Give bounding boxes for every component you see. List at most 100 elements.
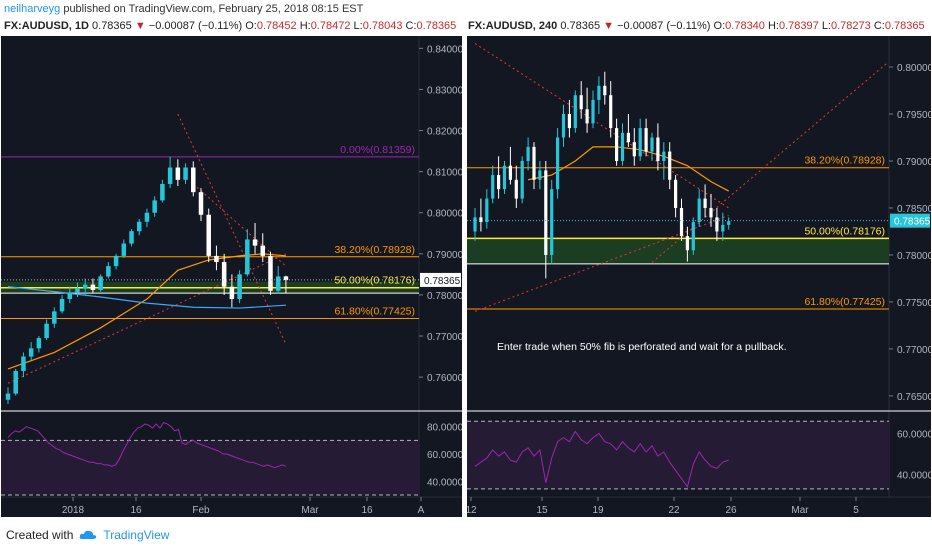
candle-body <box>727 221 731 225</box>
candle-body <box>106 266 111 277</box>
left-chart-panel[interactable]: 0.84000 0.83000 0.82000 0.81000 0.80000 0.790… <box>1 36 464 517</box>
y-tick-label: 0.83000 <box>427 85 462 96</box>
candle-body <box>144 212 150 222</box>
candle-body <box>252 239 258 246</box>
y-tick-label: 0.80000 <box>897 63 931 74</box>
candle-body <box>679 207 684 237</box>
y-tick-label: 0.82000 <box>427 127 462 138</box>
candle-body <box>585 109 589 124</box>
fib-label: 38.20%(0.78928) <box>334 244 415 256</box>
x-tick-label: Mar <box>791 505 809 516</box>
candle-body <box>550 189 554 255</box>
rsi-tick-label: 40.0000 <box>427 477 462 488</box>
candle-body <box>609 95 613 129</box>
last-price-label: 0.78365 <box>894 217 931 228</box>
rsi-tick-label: 40.0000 <box>897 471 931 482</box>
tradingview-link[interactable]: TradingView <box>103 528 170 542</box>
right-chart-panel[interactable]: 0.80000 0.79500 0.79000 0.78500 0.78000 0.775… <box>465 36 932 517</box>
y-tick-label: 0.76500 <box>897 392 931 403</box>
candle-body <box>59 299 65 312</box>
candle-body <box>198 192 204 215</box>
candle-body <box>221 262 227 287</box>
fib-label: 0.00%(0.81359) <box>340 144 415 156</box>
left-chart-svg[interactable]: 0.84000 0.83000 0.82000 0.81000 0.80000 0.790… <box>1 36 464 517</box>
y-tick-label: 0.81000 <box>427 168 462 179</box>
last-price-badge <box>890 213 930 228</box>
trend-line <box>177 113 287 345</box>
candle-body <box>597 85 601 100</box>
candle-body <box>638 128 642 157</box>
x-tick-label: 2018 <box>62 505 85 516</box>
candle-body <box>479 217 483 223</box>
right-low: 0.78273 <box>831 20 871 32</box>
author-link[interactable]: neilharveyg <box>4 3 61 15</box>
left-high: 0.78472 <box>310 20 351 32</box>
candle-body <box>709 207 713 218</box>
created-with-text: Created with <box>6 528 74 542</box>
right-high: 0.78397 <box>778 20 819 32</box>
candle-body <box>703 198 707 208</box>
right-low-label: L: <box>821 20 831 32</box>
candle-body <box>28 348 34 357</box>
candle-body <box>544 170 548 255</box>
right-chart-svg[interactable]: 0.80000 0.79500 0.79000 0.78500 0.78000 0.775… <box>465 36 932 517</box>
candle-body <box>561 113 566 138</box>
rsi-line <box>7 421 287 469</box>
rsi-band-fill <box>467 421 889 489</box>
candle-body <box>237 274 242 300</box>
fib-label: 50.00%(0.78176) <box>804 225 885 237</box>
y-tick-label: 0.79000 <box>897 157 931 168</box>
trend-line <box>474 43 729 209</box>
x-tick-label: 5 <box>853 505 859 516</box>
right-price: 0.78365 <box>560 20 601 32</box>
candle-body <box>685 236 689 251</box>
candle-body <box>167 167 173 184</box>
trend-line <box>192 183 287 267</box>
left-close: 0.78365 <box>416 20 457 32</box>
candle-body <box>268 255 273 291</box>
candle-body <box>626 132 630 143</box>
candle-body <box>121 243 127 256</box>
left-close-label: C: <box>405 20 417 32</box>
candle-body <box>5 393 11 400</box>
rsi-tick-label: 80.0000 <box>427 423 462 434</box>
rsi-tick-label: 60.0000 <box>897 430 931 441</box>
fib-zone <box>467 238 889 264</box>
candle-body <box>514 179 518 199</box>
candle-body <box>191 167 196 193</box>
x-tick-label: 26 <box>725 505 737 516</box>
left-change: −0.00087 (−0.11%) <box>148 20 243 32</box>
fib-label: 61.80%(0.77425) <box>804 296 885 308</box>
candle-body <box>152 200 157 213</box>
candle-body <box>136 221 142 232</box>
candle-body <box>615 128 619 161</box>
y-tick-label: 0.78500 <box>897 204 931 215</box>
last-price-label: 0.78365 <box>424 276 461 287</box>
candle-body <box>532 146 536 180</box>
candle-body <box>668 151 672 180</box>
last-price-badge <box>420 272 461 287</box>
candle-body <box>175 167 181 180</box>
candle-body <box>526 146 530 161</box>
x-tick-label: 15 <box>536 505 548 516</box>
publish-text: published on TradingView.com, February 2… <box>60 3 364 15</box>
left-symbol: FX:AUDUSD, 1D <box>4 20 89 32</box>
candle-body <box>573 95 577 129</box>
candle-body <box>656 137 660 161</box>
candle-body <box>183 167 188 180</box>
left-open-label: O: <box>245 20 257 32</box>
fib-label: 38.20%(0.78928) <box>804 155 885 167</box>
candle-body <box>229 286 235 300</box>
candle-body <box>90 284 96 290</box>
left-chart-header: FX:AUDUSD, 1D 0.78365 ▼ −0.00087 (−0.11%… <box>4 20 456 32</box>
trend-line <box>651 61 889 263</box>
candle-body <box>620 132 625 161</box>
candle-body <box>632 142 636 157</box>
y-tick-label: 0.78000 <box>897 251 931 262</box>
candle-body <box>491 175 495 199</box>
candle-body <box>275 276 281 291</box>
right-open: 0.78340 <box>725 20 765 32</box>
candle-body <box>260 245 266 256</box>
y-tick-label: 0.84000 <box>427 44 462 55</box>
candle-body <box>650 137 654 152</box>
